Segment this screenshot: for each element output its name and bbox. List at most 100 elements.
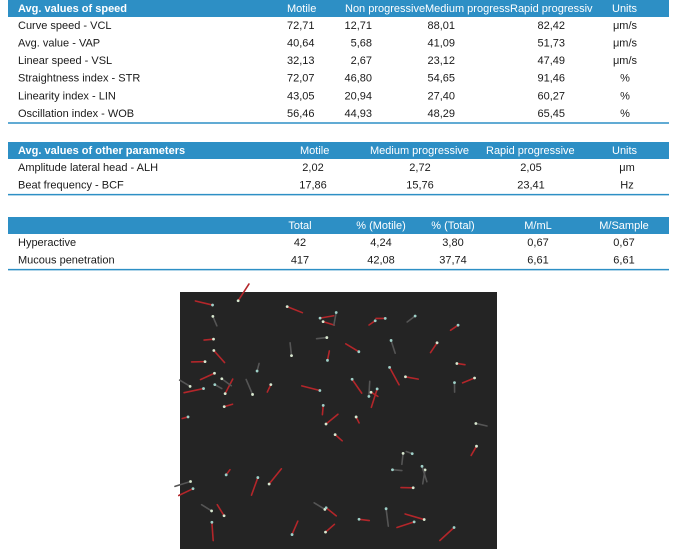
cell-head [269, 383, 272, 386]
cell-value: 41,09 [427, 38, 455, 50]
cell-value: 23,12 [427, 55, 455, 67]
cell-head [384, 317, 387, 320]
cell-value: 51,73 [537, 38, 565, 50]
cell-head [367, 395, 370, 398]
column-header: Rapid progressiv [510, 3, 593, 15]
cell-value: 23,41 [517, 180, 545, 192]
cell-head [256, 476, 259, 479]
column-header: Motile [300, 145, 329, 157]
row-label: Mucous penetration [18, 255, 115, 267]
cell-value: 60,27 [537, 90, 565, 102]
cell-head [325, 336, 328, 339]
cell-head [290, 354, 293, 357]
cell-head [402, 452, 405, 455]
microscopy-image [175, 284, 497, 549]
cell-head [223, 405, 226, 408]
cell-track [392, 470, 401, 471]
cell-value: % [620, 90, 630, 102]
cell-value: 37,74 [439, 255, 467, 267]
table: Avg. values of speed Motile Non progressiv… [8, 0, 669, 123]
row-label: Amplitude lateral head - ALH [18, 162, 158, 174]
cell-value: 72,07 [287, 73, 315, 85]
cell-value: 46,80 [344, 73, 372, 85]
cell-value: 2,67 [351, 55, 372, 67]
cell-value: Hz [620, 180, 633, 192]
cell-head [286, 305, 289, 308]
cell-value: 43,05 [287, 90, 315, 102]
cell-head [374, 319, 377, 322]
cell-head [213, 372, 216, 375]
cell-head [318, 389, 321, 392]
cell-value: % [620, 108, 630, 120]
cell-head [211, 304, 214, 307]
cell-head [319, 317, 322, 320]
cell-value: 6,61 [613, 255, 634, 267]
cell-value: 2,05 [520, 162, 541, 174]
cell-value: 42 [294, 237, 306, 249]
cell-value: μm/s [613, 55, 638, 67]
cell-value: μm [619, 162, 635, 174]
cell-value: 91,46 [537, 73, 565, 85]
cell-value: 65,45 [537, 108, 565, 120]
column-header: M/Sample [599, 220, 649, 232]
cell-value: 0,67 [613, 237, 634, 249]
cell-value: 17,86 [299, 180, 327, 192]
cell-value: 27,40 [427, 90, 455, 102]
row-label: Oscillation index - WOB [18, 108, 134, 120]
cell-head [455, 362, 458, 365]
image-background [180, 292, 497, 549]
cell-head [210, 521, 213, 524]
cell-head [251, 393, 254, 396]
cell-value: 54,65 [427, 73, 455, 85]
cell-head [453, 526, 456, 529]
cell-head [223, 514, 226, 517]
cell-value: 0,67 [527, 237, 548, 249]
cell-head [210, 510, 213, 513]
cell-head [220, 377, 223, 380]
cell-head [192, 487, 195, 490]
cell-head [390, 339, 393, 342]
cell-head [412, 486, 415, 489]
cell-value: 44,93 [344, 108, 372, 120]
cell-head [202, 387, 205, 390]
cell-value: % [620, 73, 630, 85]
row-label: Hyperactive [18, 237, 76, 249]
cell-head [414, 315, 417, 318]
cell-head [355, 416, 358, 419]
cell-value: 12,71 [344, 20, 372, 32]
cell-head [325, 506, 328, 509]
row-label: Straightness index - STR [18, 73, 140, 85]
cell-head [324, 531, 327, 534]
cell-head [404, 375, 407, 378]
cell-head [291, 533, 294, 536]
cell-track [369, 381, 370, 396]
cell-head [189, 480, 192, 483]
cell-head [388, 366, 391, 369]
cell-head [357, 350, 360, 353]
cell-value: μm/s [613, 20, 638, 32]
cell-head [322, 320, 325, 323]
cell-value: 56,46 [287, 108, 315, 120]
table-title: Avg. values of speed [18, 3, 127, 15]
cell-head [212, 338, 215, 341]
column-header: Units [612, 3, 638, 15]
row-label: Beat frequency - BCF [18, 180, 124, 192]
cell-head [413, 520, 416, 523]
cell-head [325, 423, 328, 426]
cell-value: 48,29 [427, 108, 455, 120]
cell-value: 72,71 [287, 20, 315, 32]
cell-value: 47,49 [537, 55, 565, 67]
cell-value: 4,24 [370, 237, 391, 249]
cell-head [189, 385, 192, 388]
column-header: Non progressive [345, 3, 425, 15]
column-header: % (Motile) [356, 220, 406, 232]
cell-head [204, 360, 207, 363]
column-header: Rapid progressive [486, 145, 575, 157]
cell-value: 88,01 [427, 20, 455, 32]
cell-value: 417 [291, 255, 309, 267]
column-header: Medium progress [425, 3, 510, 15]
cell-value: 42,08 [367, 255, 395, 267]
column-header: Motile [287, 3, 316, 15]
cell-value: 32,13 [287, 55, 315, 67]
